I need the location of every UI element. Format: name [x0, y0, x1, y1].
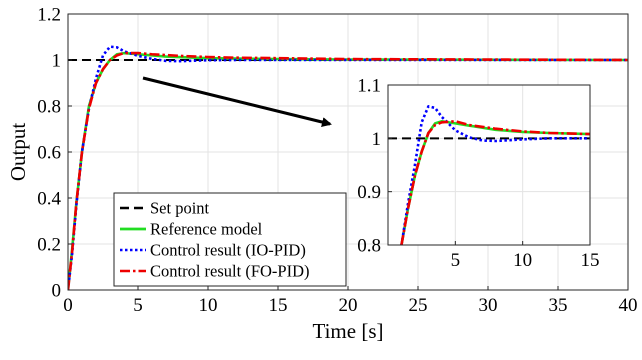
- main-x-tick-label: 35: [549, 295, 568, 316]
- main-y-tick-label: 0: [52, 281, 62, 302]
- inset-x-tick-label: 10: [513, 250, 532, 271]
- inset-plot: 5 10 15 0.8 0.9 1 1.1: [357, 76, 599, 272]
- zoom-arrow: [142, 76, 332, 127]
- inset-y-tick-label: 1: [372, 129, 382, 150]
- main-x-tick-label: 25: [409, 295, 428, 316]
- main-x-tick-label: 5: [133, 295, 143, 316]
- main-series-group: [68, 45, 628, 291]
- inset-series-group: [388, 105, 590, 246]
- inset-y-tick-label: 0.9: [357, 182, 381, 203]
- main-y-tick-label: 0.6: [37, 143, 61, 164]
- inset-plot-background: [388, 85, 590, 245]
- main-x-tick-label: 20: [339, 295, 358, 316]
- main-x-tick-label: 10: [199, 295, 218, 316]
- main-y-tick-label: 1.2: [37, 5, 61, 26]
- inset-series-control-result-fo-pid: [400, 119, 590, 246]
- main-x-tick-label: 0: [63, 295, 73, 316]
- legend-label-set-point: Set point: [150, 199, 210, 218]
- legend-label-control-result-fo-pid: Control result (FO-PID): [150, 262, 310, 281]
- inset-x-tick-label: 5: [451, 250, 461, 271]
- main-x-tick-label: 40: [619, 295, 638, 316]
- main-x-axis-label: Time [s]: [313, 319, 384, 343]
- main-y-tick-label: 0.8: [37, 97, 61, 118]
- main-y-tick-label: 0.4: [37, 189, 61, 210]
- zoom-arrow-line: [142, 76, 332, 127]
- main-series-control-result-fo-pid: [68, 51, 628, 291]
- legend: Set point Reference model Control result (…: [113, 192, 347, 287]
- inset-y-tick-label: 1.1: [357, 76, 381, 97]
- inset-y-tick-label: 0.8: [357, 236, 381, 257]
- main-y-tick-label: 1: [52, 51, 62, 72]
- main-x-tick-label: 30: [479, 295, 498, 316]
- inset-axes-box: [387, 84, 591, 246]
- inset-x-tick-label: 15: [581, 250, 600, 271]
- legend-label-reference-model: Reference model: [150, 220, 263, 239]
- legend-label-control-result-io-pid: Control result (IO-PID): [150, 241, 306, 260]
- main-y-tick-label: 0.2: [37, 235, 61, 256]
- legend-box: [113, 192, 347, 287]
- main-x-tick-label: 15: [269, 295, 288, 316]
- main-y-axis-label: Output: [6, 123, 30, 182]
